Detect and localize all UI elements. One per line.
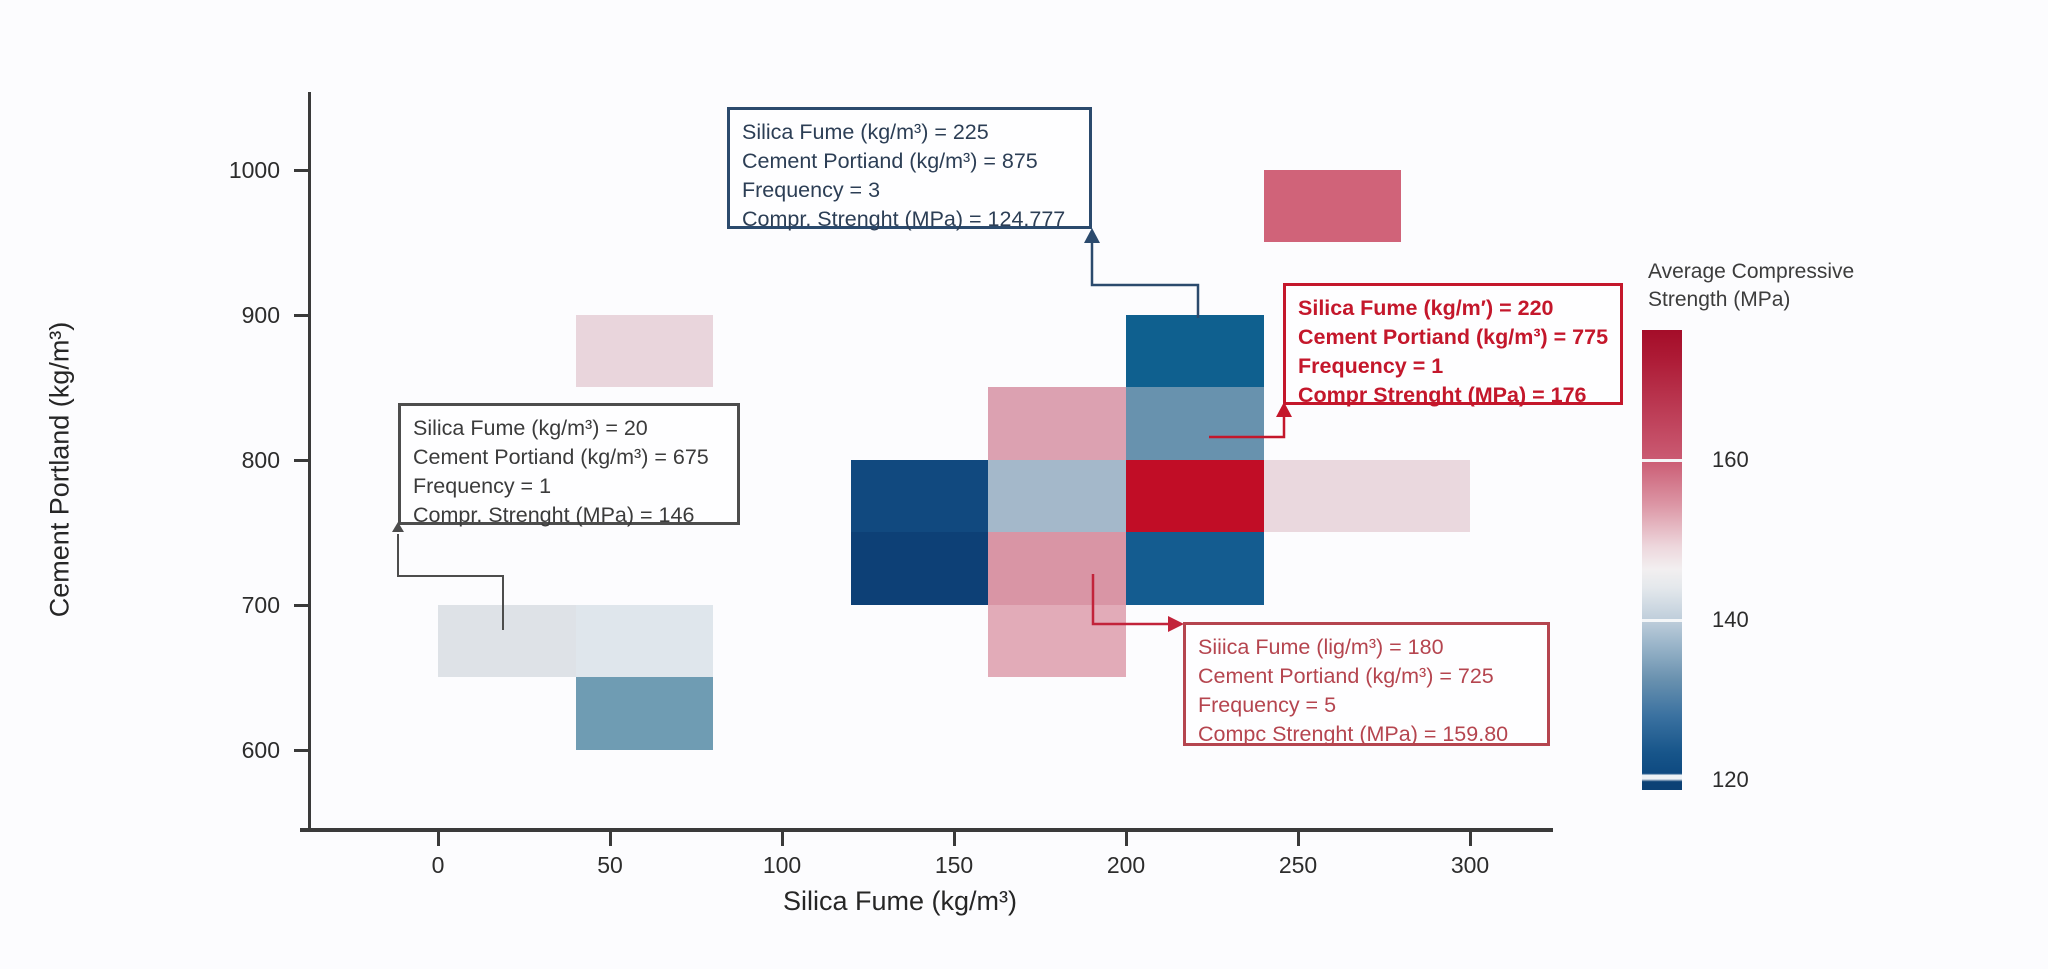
colorbar-tick-label: 140 <box>1712 607 1749 632</box>
arrowhead-red-bottom-icon <box>1168 616 1184 632</box>
annotation-line: Siiica Fume (lig/m³) = 180 <box>1198 635 1444 659</box>
x-tick-label: 0 <box>431 852 445 878</box>
colorbar-title-line1: Average Compressive <box>1648 260 1855 283</box>
y-tick-label: 900 <box>241 301 280 328</box>
annotation-line: Silica Fume (kg/m′) = 220 <box>1298 296 1554 320</box>
x-tick-mark <box>437 832 440 846</box>
x-tick-mark <box>1125 832 1128 846</box>
x-tick-label: 100 <box>762 852 802 878</box>
heatmap-cell <box>1126 459 1264 532</box>
colorbar-gradient <box>1642 330 1682 790</box>
heatmap-cell <box>1126 387 1264 460</box>
y-tick-label: 1000 <box>228 156 280 183</box>
annotation-line: Compr. Strenght (MPa) = 146 <box>413 503 695 527</box>
heatmap-cell <box>575 314 714 387</box>
heatmap-cell <box>1126 314 1264 387</box>
heatmap-cell <box>850 532 989 605</box>
colorbar-title: Average Compressive Strength (MPa) <box>1648 258 1948 314</box>
colorbar-title-line2: Strength (MPa) <box>1648 288 1791 311</box>
y-tick-label: 600 <box>241 736 280 763</box>
annotation-line: Silica Fume (kg/m³) = 20 <box>413 416 648 440</box>
x-tick-label: 200 <box>1106 852 1146 878</box>
annotation-line: Compr. Strenght (MPa) = 124.777 <box>742 207 1066 231</box>
y-tick-mark <box>294 168 310 172</box>
colorbar-tick-label: 160 <box>1712 447 1749 472</box>
annotation-line: Frequency = 3 <box>742 178 881 202</box>
y-tick-label: 700 <box>241 591 280 618</box>
x-tick-label: 250 <box>1278 852 1318 878</box>
x-tick-label: 150 <box>934 852 974 878</box>
heatmap-cell <box>1263 459 1470 532</box>
x-tick-label: 50 <box>597 852 623 878</box>
x-tick-mark <box>781 832 784 846</box>
x-tick-mark <box>1297 832 1300 846</box>
arrowhead-blue-icon <box>1084 228 1100 243</box>
heatmap-cell <box>438 604 576 677</box>
annotation-box-gray: Silica Fume (kg/m³) = 20 Cement Portiand… <box>398 403 740 527</box>
heatmap-cell <box>575 677 714 750</box>
heatmap-cell <box>988 604 1126 677</box>
annotation-line: Frequency = 1 <box>1298 354 1444 378</box>
heatmap-cell <box>988 459 1126 532</box>
annotation-line: Frequency = 1 <box>413 474 552 498</box>
x-tick-label: 300 <box>1450 852 1490 878</box>
annotation-line: Frequency = 5 <box>1198 693 1337 717</box>
colorbar-tick-label: 120 <box>1712 767 1749 792</box>
y-axis-title: Cement Portland (kg/m³) <box>44 321 75 618</box>
annotation-line: Cement Portiand (kg/m³) = 725 <box>1198 664 1494 688</box>
annotation-box-red-bottom: Siiica Fume (lig/m³) = 180 Cement Portia… <box>1183 622 1550 746</box>
heatmap-cell <box>1263 169 1402 242</box>
x-tick-mark <box>609 832 612 846</box>
annotation-box-red-right: Silica Fume (kg/m′) = 220 Cement Portian… <box>1283 283 1623 407</box>
annotation-line: Compc Strenght (MPa) = 159.80 <box>1198 722 1509 746</box>
y-tick-label: 800 <box>241 446 280 473</box>
colorbar-tick-line <box>1642 459 1682 462</box>
heatmap-cell <box>850 459 989 532</box>
x-axis-spine <box>300 828 1553 832</box>
leader-line-blue <box>1090 240 1200 318</box>
annotation-line: Cement Portiand (kg/m³) = 875 <box>742 149 1038 173</box>
colorbar-tick-line <box>1642 619 1682 622</box>
heatmap-cell <box>1126 532 1264 605</box>
annotation-line: Compr Strenght (MPa) = 176 <box>1298 383 1587 407</box>
x-tick-mark <box>1469 832 1472 846</box>
annotation-line: Silica Fume (kg/m³) = 225 <box>742 120 989 144</box>
annotation-box-blue: Silica Fume (kg/m³) = 225 Cement Portian… <box>727 107 1092 231</box>
y-tick-mark <box>294 603 310 607</box>
heatmap-cell <box>575 604 714 677</box>
y-tick-mark <box>294 313 310 317</box>
heatmap-cell <box>988 387 1126 460</box>
annotation-line: Cement Portiand (kg/m³) = 775 <box>1298 325 1609 349</box>
x-axis-title: Silica Fume (kg/m³) <box>782 886 1018 916</box>
x-tick-mark <box>953 832 956 846</box>
y-tick-mark <box>294 748 310 752</box>
y-tick-mark <box>294 458 310 462</box>
annotation-line: Cement Portiand (kg/m³) = 675 <box>413 445 709 469</box>
heatmap-cell <box>988 532 1126 605</box>
